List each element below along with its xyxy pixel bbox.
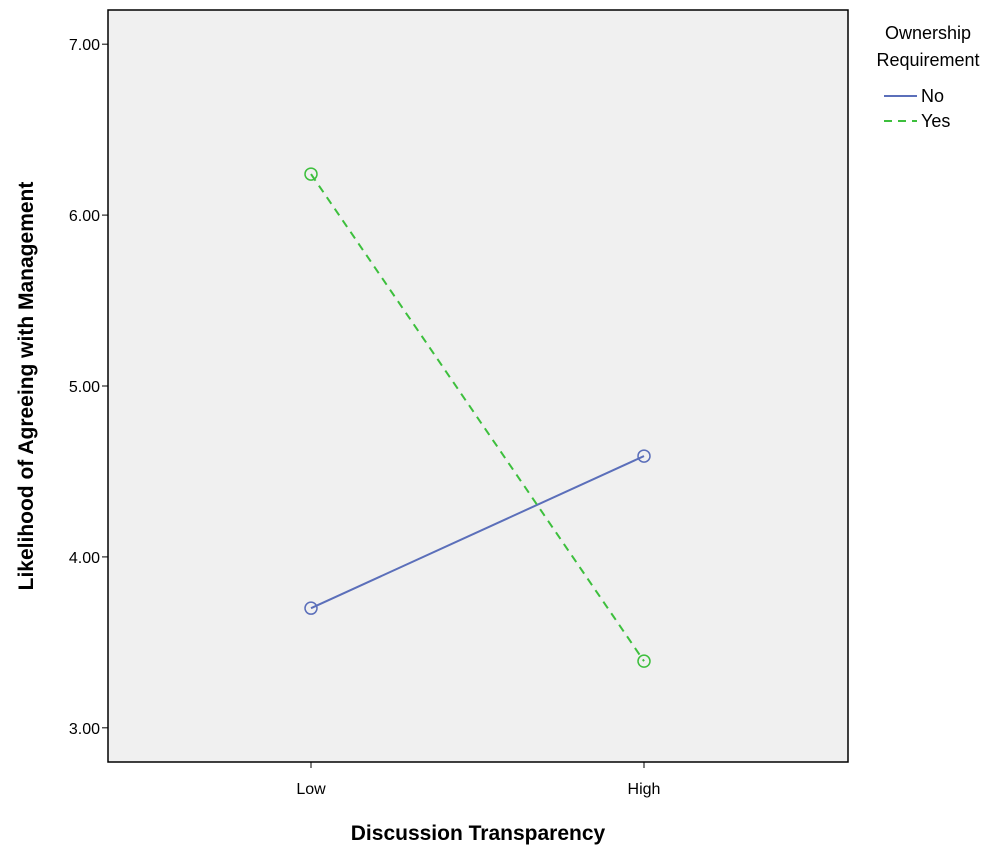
- legend-entries: No Yes: [884, 86, 950, 131]
- data-point-no-low: [304, 601, 318, 615]
- legend: Ownership Requirement No Yes: [876, 23, 979, 131]
- data-point-yes-high: [637, 654, 651, 668]
- data-point-yes-low: [304, 167, 318, 181]
- y-axis-title: Likelihood of Agreeing with Management: [15, 182, 38, 591]
- legend-label-no: No: [921, 86, 944, 106]
- x-axis: Low High: [296, 762, 660, 798]
- legend-title-line-1: Ownership: [885, 23, 971, 43]
- y-tick-label: 6.00: [69, 208, 100, 225]
- y-tick-label: 3.00: [69, 721, 100, 738]
- series-line-no: [310, 455, 645, 610]
- plot-area: [107, 9, 849, 763]
- data-point-no-high: [637, 449, 651, 463]
- series-line-yes: [310, 173, 645, 662]
- series-layer: [304, 167, 651, 668]
- x-axis-title: Discussion Transparency: [351, 822, 606, 845]
- y-tick-label: 4.00: [69, 550, 100, 567]
- y-tick-label: 7.00: [69, 37, 100, 54]
- y-tick-label: 5.00: [69, 379, 100, 396]
- legend-title-line-2: Requirement: [876, 50, 979, 70]
- x-tick-label: High: [628, 781, 661, 798]
- legend-label-yes: Yes: [921, 111, 950, 131]
- x-tick-label: Low: [296, 781, 326, 798]
- y-axis: 3.00 4.00 5.00 6.00 7.00: [69, 37, 108, 738]
